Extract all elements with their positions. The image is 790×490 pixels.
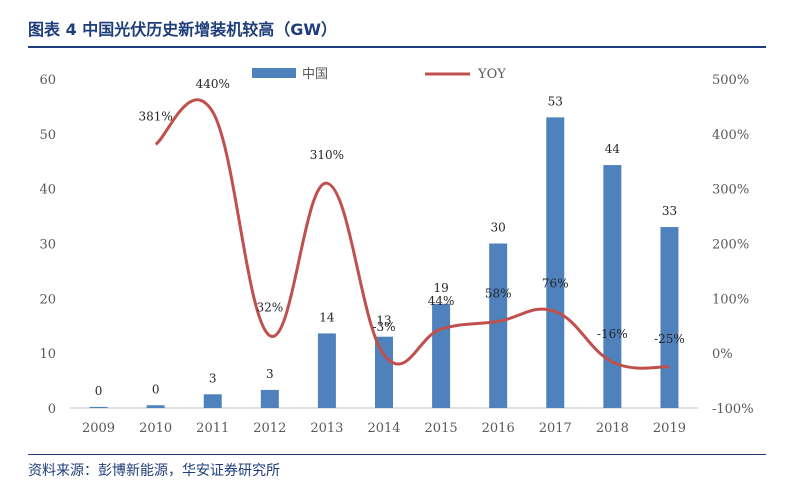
bar-value-label: 19 (433, 281, 448, 295)
x-tick-label: 2012 (253, 421, 286, 436)
bar (89, 406, 108, 408)
x-tick-label: 2018 (596, 421, 629, 436)
bar (603, 165, 622, 408)
bar (489, 243, 508, 408)
yoy-value-label: -3% (372, 320, 395, 334)
bar (146, 405, 165, 408)
yoy-line (154, 98, 670, 370)
y-tick-label: 10 (39, 347, 56, 362)
bar-value-label: 3 (266, 367, 274, 381)
x-tick-label: 2013 (310, 421, 343, 436)
y2-tick-label: 0% (712, 347, 733, 362)
bar (260, 389, 279, 408)
y-tick-label: 0 (48, 402, 56, 417)
bar-value-label: 0 (95, 384, 103, 398)
y-tick-label: 40 (39, 183, 56, 198)
y2-tick-label: 100% (712, 292, 749, 307)
yoy-value-label: 44% (428, 294, 455, 308)
x-tick-label: 2016 (482, 421, 515, 436)
x-tick-label: 2009 (82, 421, 115, 436)
bar-value-label: 33 (662, 204, 677, 218)
y2-tick-label: 300% (712, 183, 749, 198)
y2-tick-label: 400% (712, 128, 749, 143)
yoy-value-label: -16% (597, 327, 628, 341)
bar-value-label: 0 (152, 382, 160, 396)
y2-tick-label: -100% (712, 402, 754, 417)
bar (375, 336, 393, 408)
x-tick-label: 2011 (196, 421, 229, 436)
axes: 0102030405060-100%0%100%200%300%400%500%… (39, 73, 753, 436)
y-tick-label: 30 (39, 238, 56, 253)
x-tick-label: 2010 (139, 421, 172, 436)
y-tick-label: 20 (39, 292, 56, 307)
bar-value-label: 30 (491, 221, 506, 235)
chart-area: 0102030405060-100%0%100%200%300%400%500%… (39, 67, 753, 436)
yoy-value-label: -25% (654, 332, 685, 346)
bar (317, 333, 336, 408)
bar-value-label: 3 (209, 371, 217, 385)
yoy-value-label: 310% (310, 148, 344, 162)
bar (432, 303, 451, 408)
line-series (154, 98, 670, 370)
x-tick-label: 2015 (425, 421, 458, 436)
yoy-value-label: 32% (256, 301, 283, 315)
x-tick-label: 2014 (367, 421, 400, 436)
data-labels: 0 03 314 131930534433381%440%32%310%-3%44%5… (95, 77, 685, 398)
legend-bar-label: 中国 (302, 67, 328, 82)
legend-line-label: YOY (477, 67, 506, 82)
yoy-value-label: 381% (138, 109, 172, 123)
bar-value-label: 53 (548, 94, 563, 108)
y-tick-label: 60 (39, 73, 56, 88)
bar-value-label: 44 (605, 142, 621, 156)
y2-tick-label: 500% (712, 73, 749, 88)
x-tick-label: 2017 (539, 421, 572, 436)
yoy-value-label: 76% (542, 276, 569, 290)
bar (546, 117, 565, 408)
source-note: 资料来源：彭博新能源，华安证券研究所 (28, 463, 280, 479)
y2-tick-label: 200% (712, 238, 749, 253)
bar (203, 394, 222, 408)
yoy-value-label: 440% (196, 77, 230, 91)
chart-title: 图表 4 中国光伏历史新增装机较高（GW） (28, 20, 338, 39)
bar-series (89, 117, 679, 408)
title-rule (28, 46, 766, 48)
yoy-value-label: 58% (485, 286, 512, 300)
y-tick-label: 50 (39, 128, 56, 143)
x-tick-label: 2019 (653, 421, 686, 436)
footer-rule (28, 454, 766, 455)
legend-bar-swatch (252, 68, 296, 78)
bar-value-label: 14 (319, 310, 335, 324)
bar-value-label: 13 (376, 314, 391, 328)
legend: 中国 YOY (252, 67, 506, 82)
bar (660, 227, 679, 408)
